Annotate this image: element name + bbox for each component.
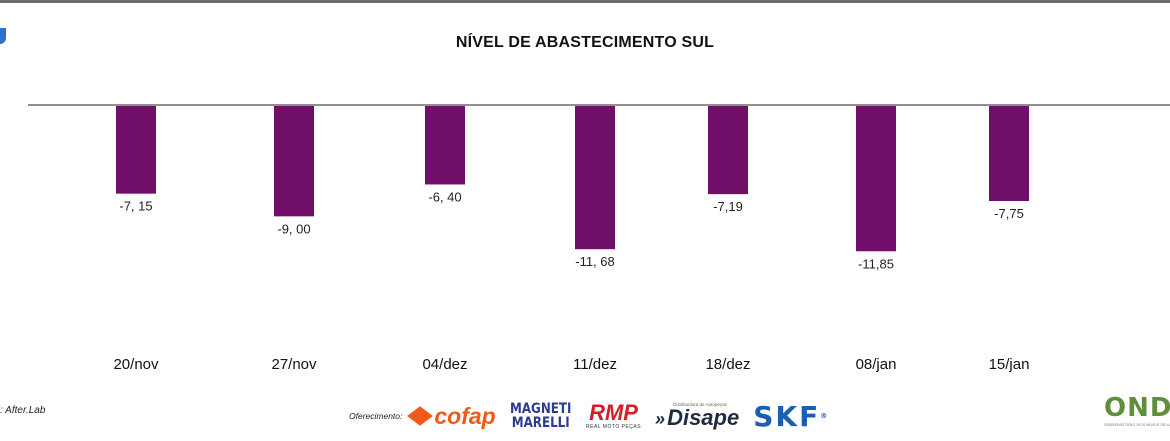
data-label: -7, 15 (119, 199, 152, 214)
disape-logo: Distribuidora de Autopeças »Disape (655, 402, 739, 430)
sponsor-row: Oferecimento: cofap MAGNETI MARELLI RMP … (349, 398, 841, 434)
magneti-wordmark-line2: MARELLI (511, 415, 570, 431)
category-label: 20/nov (113, 356, 159, 373)
drop-icon (0, 28, 6, 44)
source-note: : After.Lab (0, 405, 46, 416)
bars-group: -7, 15 20/nov -9, 00 27/nov -6, 40 04/dez -11,… (113, 106, 1029, 373)
bar-08-jan (856, 106, 896, 252)
data-label: -6, 40 (428, 189, 461, 204)
bar-27-nov (274, 106, 314, 217)
data-label: -11,85 (858, 256, 894, 271)
data-label: -7,75 (994, 206, 1024, 221)
bar-04-dez (425, 106, 465, 185)
category-label: 11/dez (573, 356, 617, 373)
top-border (0, 0, 1170, 3)
onda-brand-logo: OND OBSERVATÓRIO DOS NÍVEIS DE ABASTECIM… (1104, 394, 1170, 434)
rmp-wordmark: RMP (589, 400, 638, 425)
bar-15-jan (989, 106, 1029, 202)
skf-logo: SKF ® (753, 400, 827, 433)
bar-18-dez (708, 106, 748, 195)
data-label: -11, 68 (575, 254, 615, 269)
cofap-wordmark: cofap (434, 402, 496, 429)
data-label: -7,19 (713, 199, 743, 214)
category-label: 15/jan (989, 356, 1030, 373)
disape-tagline: Distribuidora de Autopeças (673, 402, 727, 407)
magneti-wordmark-line1: MAGNETI (509, 401, 572, 417)
onda-tagline: OBSERVATÓRIO DOS NÍVEIS DE ABASTECIMENTO (1104, 422, 1170, 427)
registered-mark-icon: ® (820, 412, 828, 420)
category-label: 18/dez (705, 356, 750, 373)
data-label: -9, 00 (277, 221, 310, 236)
skf-wordmark: SKF (753, 399, 821, 433)
chart-title: NÍVEL DE ABASTECIMENTO SUL (455, 34, 715, 51)
disape-chevron-icon: » (655, 409, 666, 429)
category-label: 08/jan (856, 356, 897, 373)
disape-wordmark: Disape (667, 405, 740, 430)
rmp-tagline: REAL MOTO PEÇAS (586, 424, 642, 430)
cofap-mark-icon (407, 406, 434, 426)
category-label: 04/dez (422, 356, 467, 373)
cofap-logo: cofap (407, 402, 496, 430)
bar-11-dez (575, 106, 615, 250)
category-label: 27/nov (271, 356, 317, 373)
onda-wordmark: OND (1104, 394, 1170, 423)
bar-20-nov (116, 106, 156, 194)
rmp-logo: RMP REAL MOTO PEÇAS (586, 400, 642, 431)
magneti-marelli-logo: MAGNETI MARELLI (510, 402, 571, 430)
sponsor-label: Oferecimento: (349, 411, 403, 421)
